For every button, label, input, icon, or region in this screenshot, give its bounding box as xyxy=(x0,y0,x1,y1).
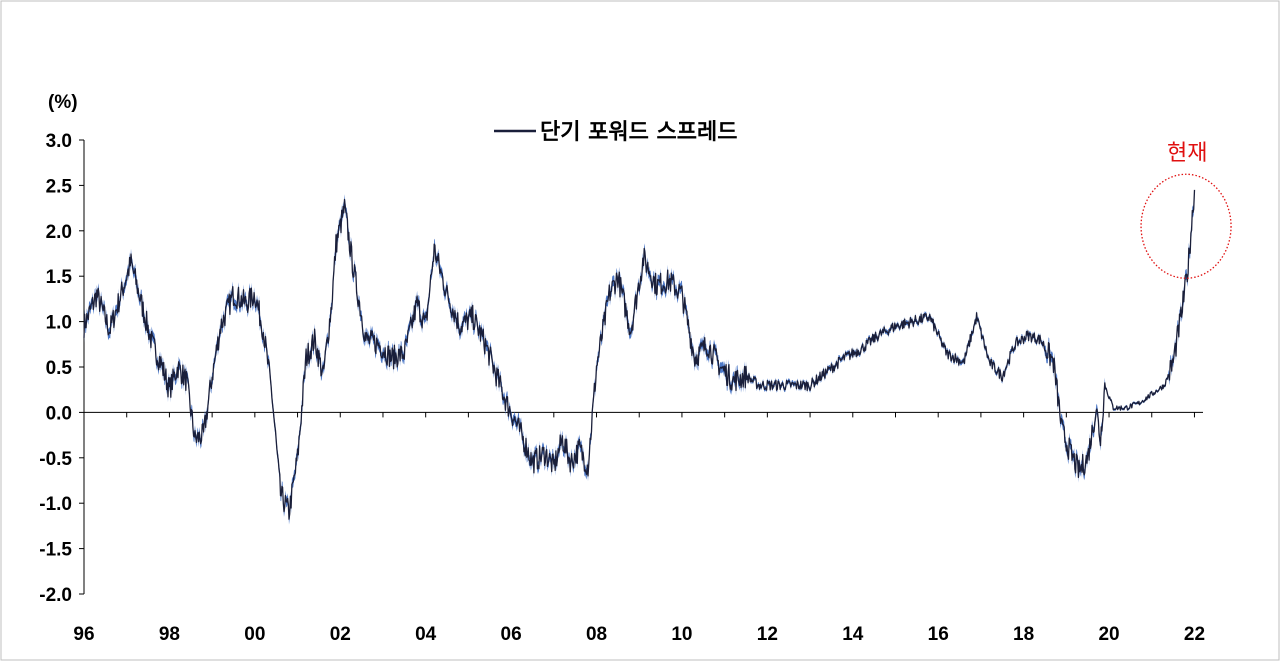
x-tick-label: 08 xyxy=(586,624,607,645)
y-tick-label: 1.0 xyxy=(46,313,72,334)
y-tick-label: 2.0 xyxy=(46,222,72,243)
x-tick-label: 96 xyxy=(73,624,94,645)
legend: 단기 포워드 스프레드 xyxy=(494,120,737,145)
y-tick-label: 0.5 xyxy=(46,358,73,379)
y-tick-label: -1.0 xyxy=(39,494,72,515)
y-axis-unit-label: (%) xyxy=(48,92,78,113)
legend-label: 단기 포워드 스프레드 xyxy=(540,120,737,145)
annotation-label: 현재 xyxy=(1167,141,1207,166)
annotation-circle xyxy=(1140,173,1232,279)
x-tick-label: 20 xyxy=(1098,624,1119,645)
x-tick-label: 12 xyxy=(757,624,778,645)
x-tick-label: 18 xyxy=(1013,624,1034,645)
x-tick-label: 00 xyxy=(244,624,265,645)
plot-area xyxy=(83,189,1196,525)
y-tick-label: -2.0 xyxy=(39,585,72,606)
x-tick-label: 10 xyxy=(671,624,692,645)
x-tick-label: 98 xyxy=(159,624,180,645)
x-tick-label: 14 xyxy=(842,624,864,645)
x-tick-label: 22 xyxy=(1184,624,1205,645)
y-tick-label: 1.5 xyxy=(46,267,73,288)
x-tick-label: 16 xyxy=(928,624,949,645)
ticks: 3.0 2.5 2.0 1.5 1.0 0.5 0.0 -0.5 -1.0 -1.5 -2.096 9… xyxy=(39,131,1205,645)
y-tick-label: 2.5 xyxy=(46,176,73,197)
x-tick-label: 04 xyxy=(415,624,437,645)
y-tick-label: -1.5 xyxy=(39,540,72,561)
annotation: 현재 xyxy=(1140,141,1232,279)
y-tick-label: -0.5 xyxy=(39,449,72,470)
y-tick-label: 0.0 xyxy=(46,403,72,424)
x-tick-label: 06 xyxy=(501,624,522,645)
series-line xyxy=(83,189,1196,520)
y-tick-label: 3.0 xyxy=(46,131,72,152)
x-tick-label: 02 xyxy=(330,624,351,645)
